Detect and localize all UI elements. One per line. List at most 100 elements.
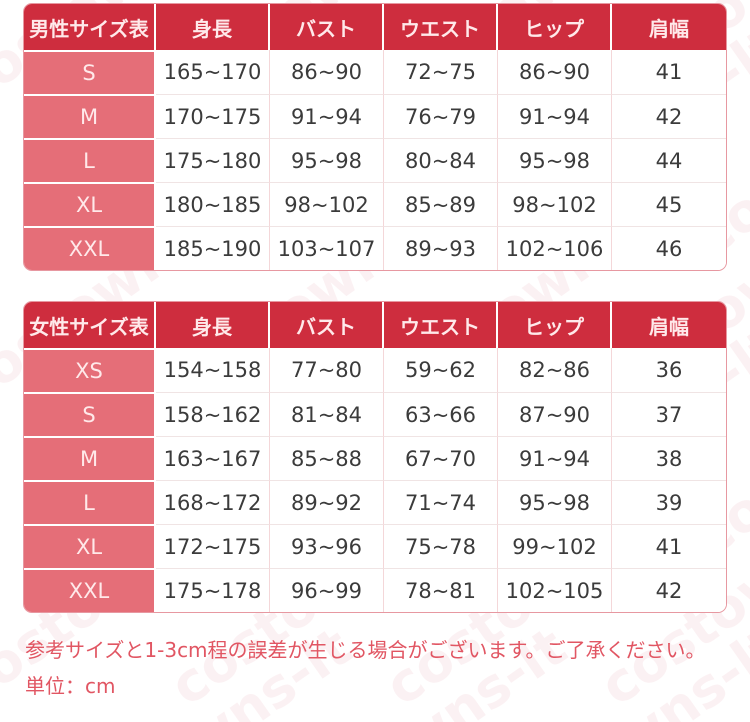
size-value: 36 [612,348,726,392]
size-label: XXL [24,226,156,270]
size-value: 86~90 [270,50,384,94]
size-value: 37 [612,392,726,436]
size-label: XXL [24,568,156,612]
table-row: S 165~170 86~90 72~75 86~90 41 [24,50,726,94]
size-value: 103~107 [270,226,384,270]
size-value: 59~62 [384,348,498,392]
size-value: 172~175 [156,524,270,568]
size-label: M [24,436,156,480]
size-value: 175~178 [156,568,270,612]
size-value: 99~102 [498,524,612,568]
size-value: 154~158 [156,348,270,392]
size-label: L [24,138,156,182]
size-label: XL [24,182,156,226]
size-value: 45 [612,182,726,226]
table-row: XXL 175~178 96~99 78~81 102~105 42 [24,568,726,612]
size-value: 85~88 [270,436,384,480]
size-label: L [24,480,156,524]
header-row: 男性サイズ表 身長 バスト ウエスト ヒップ 肩幅 [24,4,726,50]
size-value: 42 [612,568,726,612]
size-value: 63~66 [384,392,498,436]
size-value: 163~167 [156,436,270,480]
size-value: 72~75 [384,50,498,94]
size-value: 95~98 [498,138,612,182]
size-value: 165~170 [156,50,270,94]
table-title: 男性サイズ表 [24,4,156,50]
size-label: XL [24,524,156,568]
size-value: 95~98 [270,138,384,182]
size-value: 46 [612,226,726,270]
size-value: 89~92 [270,480,384,524]
size-table-grid: 男性サイズ表 身長 バスト ウエスト ヒップ 肩幅 S 165~170 86~90 72~75 86… [24,4,726,270]
size-value: 75~78 [384,524,498,568]
size-value: 44 [612,138,726,182]
column-header: バスト [270,302,384,348]
size-value: 98~102 [270,182,384,226]
size-value: 42 [612,94,726,138]
column-header: バスト [270,4,384,50]
size-label: M [24,94,156,138]
table-row: M 163~167 85~88 67~70 91~94 38 [24,436,726,480]
size-value: 87~90 [498,392,612,436]
size-label: XS [24,348,156,392]
tolerance-note: 参考サイズと1-3cm程の誤差が生じる場合がございます。ご了承ください。 [25,638,706,662]
size-value: 102~106 [498,226,612,270]
column-header: ウエスト [384,4,498,50]
size-value: 180~185 [156,182,270,226]
size-value: 168~172 [156,480,270,524]
size-table-grid: 女性サイズ表 身長 バスト ウエスト ヒップ 肩幅 XS 154~158 77~80 59~62 8… [24,302,726,612]
header-row: 女性サイズ表 身長 バスト ウエスト ヒップ 肩幅 [24,302,726,348]
size-value: 102~105 [498,568,612,612]
womens-size-table: 女性サイズ表 身長 バスト ウエスト ヒップ 肩幅 XS 154~158 77~80 59~62 8… [23,301,727,613]
size-value: 158~162 [156,392,270,436]
table-row: XS 154~158 77~80 59~62 82~86 36 [24,348,726,392]
size-value: 80~84 [384,138,498,182]
size-value: 175~180 [156,138,270,182]
column-header: ヒップ [498,302,612,348]
watermark-text: costowns-lt [39,615,363,722]
watermark-text: costowns-lt [254,615,578,722]
size-value: 39 [612,480,726,524]
size-value: 38 [612,436,726,480]
size-value: 85~89 [384,182,498,226]
unit-note: 単位：cm [25,674,116,698]
size-value: 82~86 [498,348,612,392]
table-row: M 170~175 91~94 76~79 91~94 42 [24,94,726,138]
size-value: 93~96 [270,524,384,568]
size-value: 76~79 [384,94,498,138]
size-value: 89~93 [384,226,498,270]
size-value: 78~81 [384,568,498,612]
size-value: 185~190 [156,226,270,270]
size-value: 71~74 [384,480,498,524]
size-value: 41 [612,50,726,94]
table-row: XXL 185~190 103~107 89~93 102~106 46 [24,226,726,270]
column-header: 身長 [156,302,270,348]
size-value: 170~175 [156,94,270,138]
size-label: S [24,392,156,436]
column-header: ヒップ [498,4,612,50]
size-value: 86~90 [498,50,612,94]
size-value: 91~94 [498,436,612,480]
table-row: L 168~172 89~92 71~74 95~98 39 [24,480,726,524]
size-value: 41 [612,524,726,568]
column-header: 身長 [156,4,270,50]
table-row: XL 172~175 93~96 75~78 99~102 41 [24,524,726,568]
size-value: 91~94 [270,94,384,138]
size-value: 81~84 [270,392,384,436]
size-value: 96~99 [270,568,384,612]
column-header: ウエスト [384,302,498,348]
table-row: S 158~162 81~84 63~66 87~90 37 [24,392,726,436]
table-title: 女性サイズ表 [24,302,156,348]
size-value: 67~70 [384,436,498,480]
size-value: 77~80 [270,348,384,392]
mens-size-table: 男性サイズ表 身長 バスト ウエスト ヒップ 肩幅 S 165~170 86~90 72~75 86… [23,3,727,271]
size-value: 91~94 [498,94,612,138]
watermark-text: costowns-lt [684,615,750,722]
watermark-text: costowns-lt [469,615,750,722]
size-label: S [24,50,156,94]
table-row: L 175~180 95~98 80~84 95~98 44 [24,138,726,182]
column-header: 肩幅 [612,4,726,50]
size-value: 98~102 [498,182,612,226]
table-row: XL 180~185 98~102 85~89 98~102 45 [24,182,726,226]
column-header: 肩幅 [612,302,726,348]
